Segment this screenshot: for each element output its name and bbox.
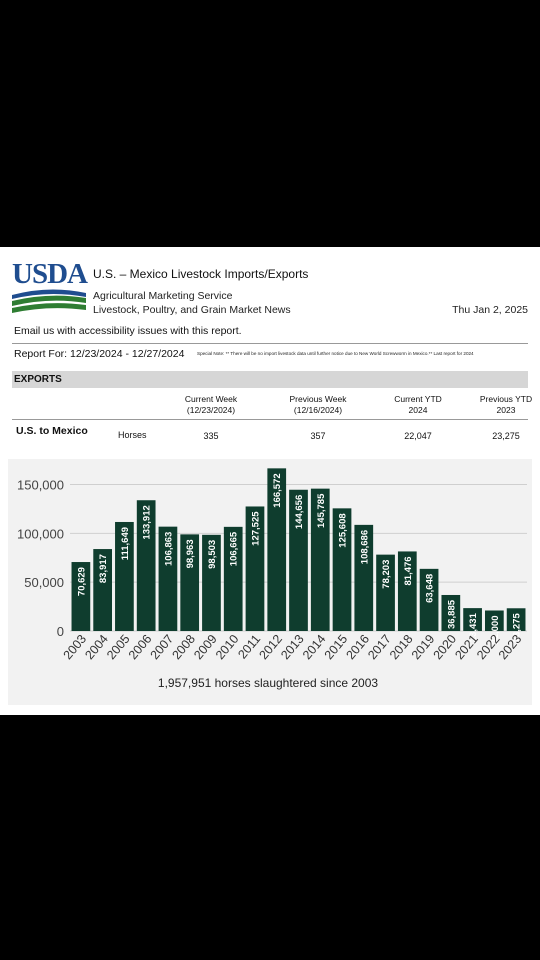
bar: [332, 508, 352, 631]
bar: [354, 524, 374, 631]
bar-value-label: 81,476: [403, 556, 414, 585]
bar-value-label: 98,503: [207, 540, 218, 569]
bar: [289, 489, 308, 631]
bar-value-label: 106,665: [229, 531, 240, 566]
bar-value-label: 63,648: [425, 574, 436, 603]
column-header-line: 2024: [408, 405, 428, 415]
column-header-line: Current Week: [184, 394, 238, 404]
bar-value-label: 166,572: [272, 473, 283, 507]
row-label-commodity: Horses: [118, 430, 147, 440]
bar: [441, 594, 461, 631]
bar: [115, 521, 134, 631]
usda-logo: USDA: [12, 258, 88, 315]
y-tick-label: 50,000: [24, 575, 64, 590]
y-tick-label: 100,000: [17, 526, 64, 541]
bar: [245, 506, 265, 631]
bar: [484, 610, 504, 631]
column-header-line: Previous Week: [289, 394, 347, 404]
bar: [376, 554, 395, 631]
bar-value-label: 106,863: [163, 532, 174, 566]
bar: [506, 608, 526, 631]
bar: [267, 468, 287, 631]
row-label-route: U.S. to Mexico: [16, 425, 88, 437]
column-header-line: (12/16/2024): [293, 405, 343, 415]
y-tick-label: 0: [57, 624, 64, 639]
report-period: Report For: 12/23/2024 - 12/27/2024: [14, 348, 185, 360]
bar-value-label: 144,656: [294, 495, 305, 529]
column-header-line: 2023: [496, 405, 516, 415]
bar: [223, 526, 243, 631]
bar-value-label: 21,000: [490, 615, 501, 644]
bar-value-label: 133,912: [142, 505, 153, 539]
exports-section-label: EXPORTS: [14, 374, 62, 385]
bar: [310, 488, 330, 631]
agency-name: Agricultural Marketing Service: [93, 290, 233, 302]
bar-value-label: 111,649: [120, 527, 131, 560]
column-header-line: (12/23/2024): [186, 405, 236, 415]
bar-value-label: 98,963: [185, 539, 196, 568]
y-tick-label: 150,000: [17, 478, 64, 493]
horse-exports-bar-chart: 050,000100,000150,00070,629200383,917200…: [8, 459, 532, 705]
report-date: Thu Jan 2, 2025: [452, 304, 528, 316]
column-header-current-ytd: Current YTD 2024: [373, 394, 463, 416]
column-header-line: Current YTD: [394, 394, 442, 404]
bar: [202, 534, 221, 631]
bar: [71, 562, 91, 631]
column-header-current-week: Current Week (12/23/2024): [166, 394, 256, 416]
column-header-line: Previous YTD: [479, 394, 533, 404]
usda-logo-text: USDA: [12, 258, 88, 290]
cell-previous-ytd: 23,275: [492, 431, 520, 441]
special-note: Special Note: ** There will be no import…: [197, 351, 474, 356]
bar: [93, 549, 113, 631]
bar-value-label: 78,203: [381, 560, 392, 589]
exports-section-bar: [12, 371, 528, 388]
bar-value-label: 36,885: [446, 599, 457, 629]
report-title: U.S. – Mexico Livestock Imports/Exports: [93, 267, 309, 281]
table-divider: [12, 419, 528, 420]
report-card: USDA U.S. – Mexico Livestock Imports/Exp…: [0, 247, 540, 715]
bar: [463, 608, 482, 631]
column-header-previous-week: Previous Week (12/16/2024): [273, 394, 363, 416]
chart-caption: 1,957,951 horses slaughtered since 2003: [158, 676, 378, 690]
cell-current-week: 335: [203, 431, 219, 441]
bar-value-label: 23,275: [512, 613, 523, 643]
column-header-previous-ytd: Previous YTD 2023: [461, 394, 540, 416]
bar-value-label: 145,785: [316, 493, 327, 528]
bar: [158, 526, 178, 631]
bar: [180, 534, 200, 631]
bar: [136, 500, 156, 631]
accessibility-email-link[interactable]: Email us with accessibility issues with …: [14, 325, 242, 337]
cell-previous-week: 357: [310, 431, 326, 441]
bar-value-label: 83,917: [98, 554, 109, 583]
bar: [397, 551, 417, 631]
usda-logo-graphic: [12, 289, 86, 313]
bar-value-label: 127,525: [250, 511, 261, 546]
bar-value-label: 23,431: [468, 612, 479, 642]
bar-value-label: 108,686: [359, 530, 370, 564]
bar-value-label: 125,608: [338, 513, 349, 547]
division-name: Livestock, Poultry, and Grain Market New…: [93, 304, 291, 316]
cell-current-ytd: 22,047: [404, 431, 432, 441]
divider: [12, 343, 528, 344]
bar-value-label: 70,629: [76, 567, 87, 596]
bar: [419, 568, 439, 631]
